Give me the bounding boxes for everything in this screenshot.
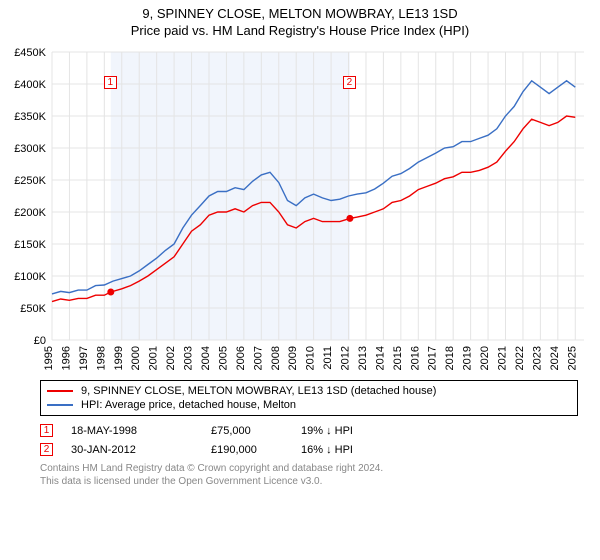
sale-price: £190,000 xyxy=(211,444,301,456)
title-block: 9, SPINNEY CLOSE, MELTON MOWBRAY, LE13 1… xyxy=(0,0,600,38)
x-tick-label: 2012 xyxy=(340,346,352,370)
x-tick-label: 1999 xyxy=(113,346,125,370)
x-tick-label: 2017 xyxy=(427,346,439,370)
y-tick-label: £400K xyxy=(14,79,46,91)
x-tick-label: 2013 xyxy=(357,346,369,370)
sale-dot-2 xyxy=(346,215,353,222)
footer-note: Contains HM Land Registry data © Crown c… xyxy=(40,462,578,488)
x-tick-label: 2006 xyxy=(235,346,247,370)
sale-row-1: 1 18-MAY-1998£75,00019% ↓ HPI xyxy=(40,424,578,437)
y-tick-label: £0 xyxy=(34,335,46,347)
sale-row-2: 2 30-JAN-2012£190,00016% ↓ HPI xyxy=(40,443,578,456)
x-tick-label: 2015 xyxy=(392,346,404,370)
x-tick-label: 1995 xyxy=(43,346,55,370)
title-line1: 9, SPINNEY CLOSE, MELTON MOWBRAY, LE13 1… xyxy=(0,6,600,21)
x-tick-label: 2002 xyxy=(165,346,177,370)
x-tick-label: 1997 xyxy=(78,346,90,370)
x-tick-label: 2024 xyxy=(549,346,561,370)
sale-marker-2: 2 xyxy=(343,76,356,89)
x-tick-label: 2018 xyxy=(444,346,456,370)
sale-date: 30-JAN-2012 xyxy=(71,444,211,456)
x-tick-label: 2007 xyxy=(252,346,264,370)
sale-dot-1 xyxy=(107,289,114,296)
legend-swatch xyxy=(47,404,73,406)
y-tick-label: £250K xyxy=(14,175,46,187)
title-line2: Price paid vs. HM Land Registry's House … xyxy=(0,23,600,38)
y-tick-label: £50K xyxy=(20,303,46,315)
sale-hpi-delta: 19% ↓ HPI xyxy=(301,425,401,437)
legend-swatch xyxy=(47,390,73,392)
x-tick-label: 2009 xyxy=(287,346,299,370)
x-tick-label: 2019 xyxy=(462,346,474,370)
chart-svg: £0 £50K £100K £150K £200K £250K £300K £350K £400… xyxy=(8,44,592,374)
x-tick-label: 2008 xyxy=(270,346,282,370)
legend-label: HPI: Average price, detached house, Melt… xyxy=(81,399,296,411)
x-tick-label: 2021 xyxy=(497,346,509,370)
legend-label: 9, SPINNEY CLOSE, MELTON MOWBRAY, LE13 1… xyxy=(81,385,436,397)
chart-area: £0 £50K £100K £150K £200K £250K £300K £350K £400… xyxy=(8,44,592,374)
x-tick-label: 2011 xyxy=(322,346,334,370)
sale-marker-box-1: 1 xyxy=(40,424,53,437)
x-tick-label: 2004 xyxy=(200,346,212,370)
y-tick-label: £100K xyxy=(14,271,46,283)
y-tick-label: £300K xyxy=(14,143,46,155)
sale-price: £75,000 xyxy=(211,425,301,437)
y-tick-label: £200K xyxy=(14,207,46,219)
y-tick-label: £150K xyxy=(14,239,46,251)
x-tick-label: 2001 xyxy=(148,346,160,370)
x-tick-label: 2022 xyxy=(514,346,526,370)
sale-marker-1: 1 xyxy=(104,76,117,89)
sale-hpi-delta: 16% ↓ HPI xyxy=(301,444,401,456)
sale-date: 18-MAY-1998 xyxy=(71,425,211,437)
legend: 9, SPINNEY CLOSE, MELTON MOWBRAY, LE13 1… xyxy=(40,380,578,416)
x-tick-label: 2020 xyxy=(479,346,491,370)
x-tick-label: 2014 xyxy=(374,346,386,370)
x-tick-label: 2000 xyxy=(130,346,142,370)
x-tick-label: 2025 xyxy=(566,346,578,370)
legend-row-1: HPI: Average price, detached house, Melt… xyxy=(47,399,571,411)
x-tick-label: 2016 xyxy=(409,346,421,370)
sale-marker-box-2: 2 xyxy=(40,443,53,456)
x-tick-label: 2005 xyxy=(217,346,229,370)
y-tick-label: £450K xyxy=(14,47,46,59)
footer-line2: This data is licensed under the Open Gov… xyxy=(40,475,578,488)
y-tick-label: £350K xyxy=(14,111,46,123)
x-tick-label: 2010 xyxy=(305,346,317,370)
x-tick-label: 1998 xyxy=(95,346,107,370)
x-tick-label: 1996 xyxy=(60,346,72,370)
legend-row-0: 9, SPINNEY CLOSE, MELTON MOWBRAY, LE13 1… xyxy=(47,385,571,397)
x-tick-label: 2003 xyxy=(183,346,195,370)
sales-table: 1 18-MAY-1998£75,00019% ↓ HPI 2 30-JAN-2012… xyxy=(40,424,578,456)
footer-line1: Contains HM Land Registry data © Crown c… xyxy=(40,462,578,475)
x-tick-label: 2023 xyxy=(531,346,543,370)
